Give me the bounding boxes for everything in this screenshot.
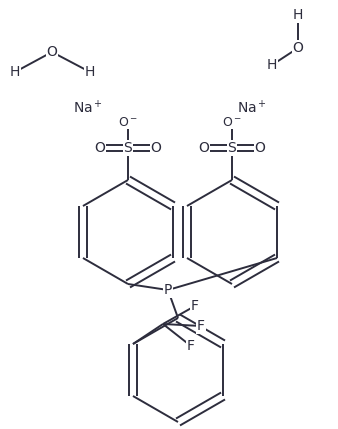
Text: O: O xyxy=(255,141,265,155)
Text: S: S xyxy=(227,141,236,155)
Text: O: O xyxy=(150,141,162,155)
Text: O$^-$: O$^-$ xyxy=(222,115,242,129)
Text: S: S xyxy=(124,141,132,155)
Text: H: H xyxy=(293,8,303,22)
Text: Na$^+$: Na$^+$ xyxy=(73,100,103,117)
Text: H: H xyxy=(10,65,20,79)
Text: P: P xyxy=(164,283,172,297)
Text: H: H xyxy=(267,58,277,72)
Text: O: O xyxy=(198,141,210,155)
Text: O$^-$: O$^-$ xyxy=(118,115,138,129)
Text: O: O xyxy=(47,45,57,59)
Text: O: O xyxy=(95,141,105,155)
Text: F: F xyxy=(191,299,199,313)
Text: F: F xyxy=(197,319,205,333)
Text: O: O xyxy=(293,41,304,55)
Text: Na$^+$: Na$^+$ xyxy=(237,100,267,117)
Text: F: F xyxy=(187,339,195,353)
Text: H: H xyxy=(85,65,95,79)
